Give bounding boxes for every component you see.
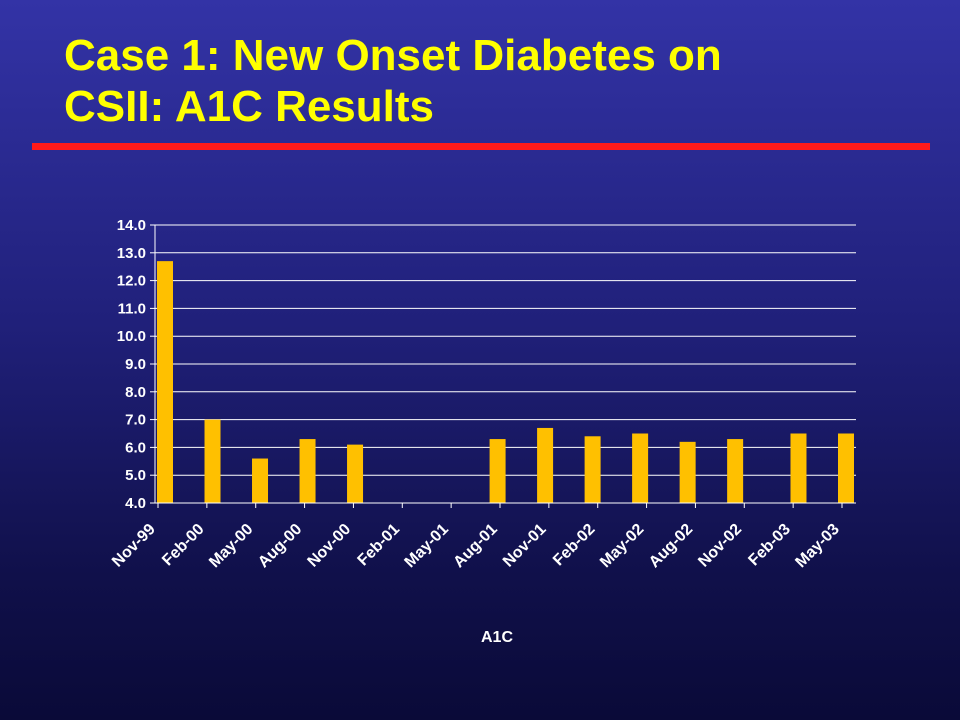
a1c-bar: [299, 439, 316, 503]
y-tick-label: 11.0: [118, 300, 146, 317]
a1c-bar: [347, 444, 364, 503]
a1c-bar: [727, 439, 744, 503]
a1c-bar: [584, 436, 601, 503]
y-tick-label: 7.0: [125, 412, 146, 429]
title-divider: [32, 143, 930, 150]
x-category-label: Nov-02: [695, 521, 745, 571]
slide-title-line2: CSII: A1C Results: [64, 82, 435, 131]
slide-title-line1: Case 1: New Onset Diabetes on: [64, 31, 722, 80]
x-category-label: Feb-03: [745, 521, 794, 570]
a1c-bar: [632, 433, 649, 503]
y-tick-label: 13.0: [117, 245, 146, 262]
x-category-label: Nov-99: [109, 521, 159, 571]
x-category-label: Aug-00: [255, 521, 305, 571]
x-category-label: Nov-01: [500, 521, 550, 571]
y-tick-label: 10.0: [117, 328, 146, 345]
x-category-label: Aug-01: [450, 521, 500, 571]
a1c-bar: [838, 433, 854, 503]
x-category-label: Aug-02: [646, 521, 696, 571]
a1c-bar: [537, 427, 554, 503]
a1c-bar: [679, 441, 696, 503]
y-tick-label: 5.0: [125, 467, 146, 484]
x-category-label: Feb-02: [550, 521, 599, 570]
x-category-label: May-01: [402, 521, 452, 571]
x-category-label: Feb-01: [355, 521, 404, 570]
x-category-label: May-00: [206, 521, 256, 571]
x-category-label: Nov-00: [305, 521, 355, 571]
x-category-label: May-03: [792, 521, 842, 571]
a1c-bar: [252, 458, 269, 503]
a1c-bar: [790, 433, 807, 503]
y-tick-label: 8.0: [125, 384, 146, 401]
y-tick-label: 14.0: [117, 217, 146, 234]
y-tick-label: 9.0: [125, 356, 146, 373]
x-category-label: May-02: [597, 521, 647, 571]
x-category-label: Feb-00: [159, 521, 208, 570]
y-tick-label: 4.0: [125, 495, 146, 512]
a1c-bar: [204, 419, 221, 503]
slide-title: Case 1: New Onset Diabetes on CSII: A1C …: [64, 30, 924, 132]
a1c-bar: [157, 261, 173, 503]
y-tick-label: 6.0: [125, 439, 146, 456]
y-tick-label: 12.0: [117, 273, 146, 290]
legend-entry-a1c: A1C: [481, 629, 513, 646]
a1c-bar: [489, 439, 506, 503]
